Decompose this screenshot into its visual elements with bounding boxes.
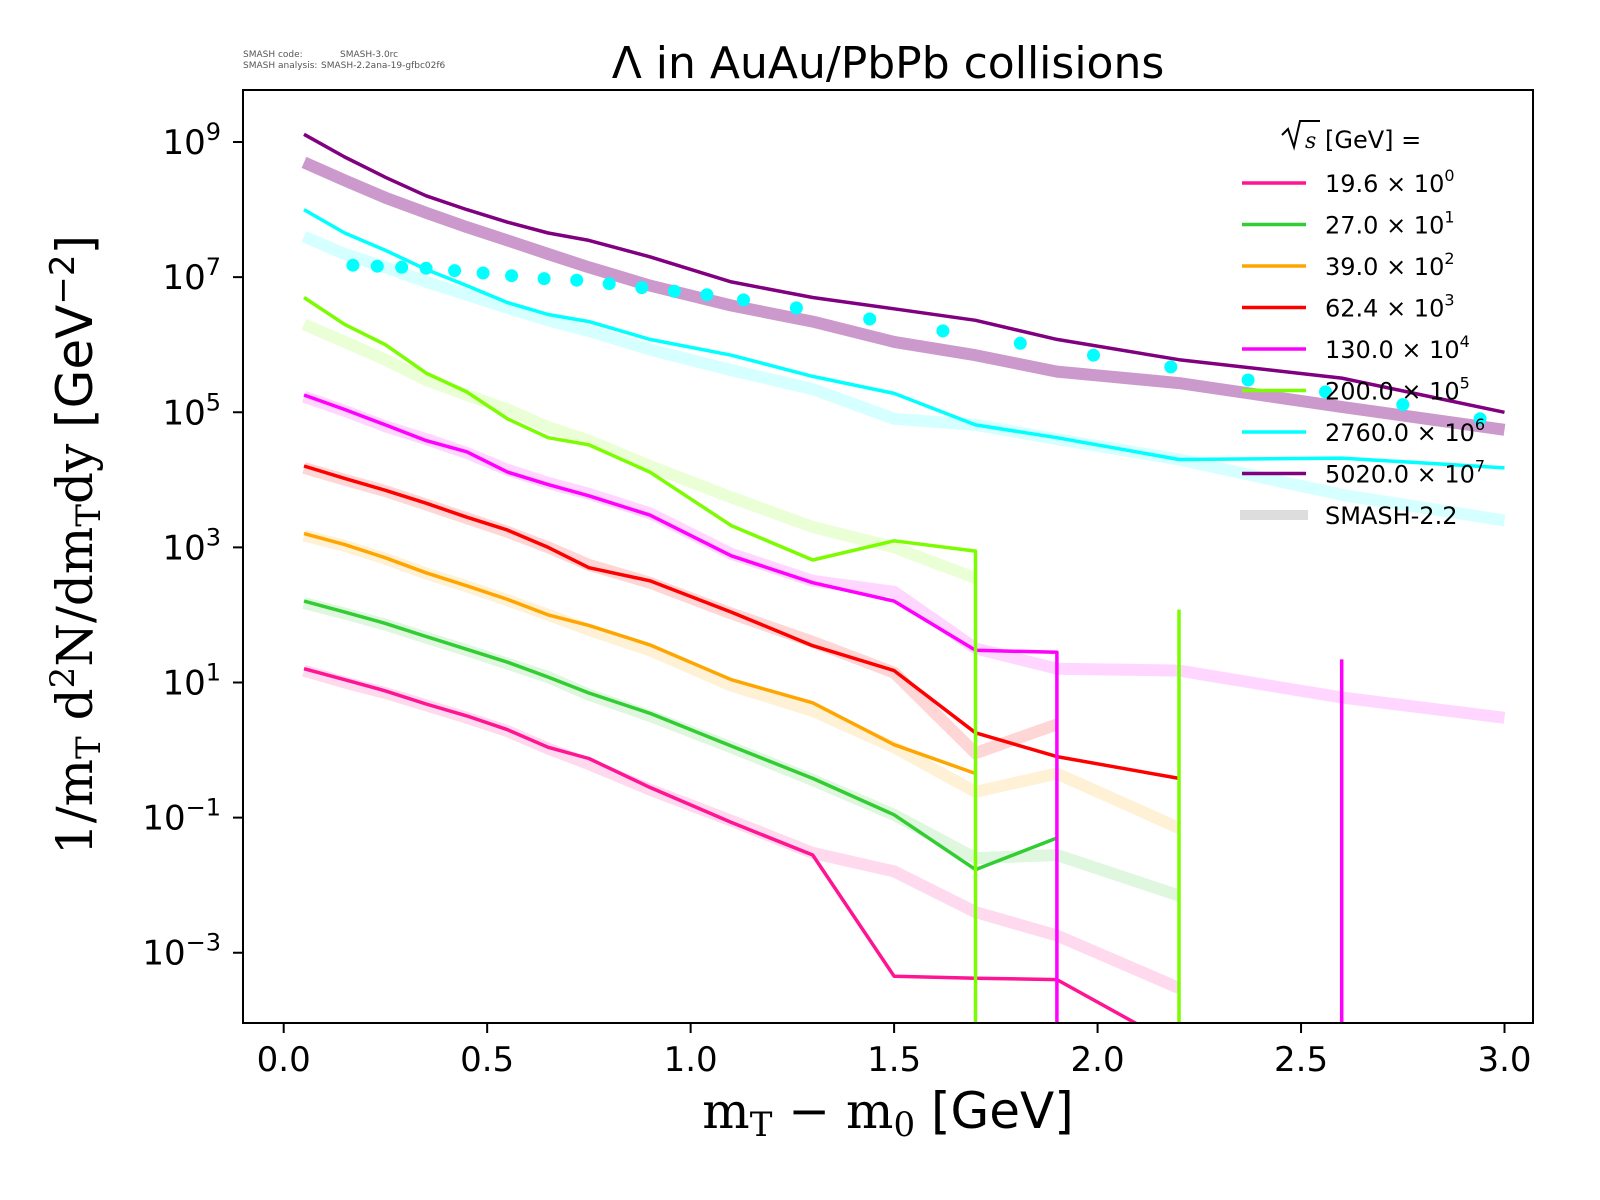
legend-title: s [GeV] = <box>1281 120 1421 154</box>
legend: s [GeV] = 19.6 × 100 27.0 × 101 39.0 × 102… <box>1240 120 1485 530</box>
data-point <box>448 264 462 278</box>
data-point <box>537 272 551 286</box>
data-point <box>1013 336 1027 350</box>
data-point <box>505 269 519 283</box>
data-point <box>737 293 750 307</box>
data-point <box>1164 360 1178 374</box>
legend-label: 2760.0 × 106 <box>1325 415 1485 447</box>
x-tick-label: 3.0 <box>1477 1040 1531 1080</box>
series-line-3 <box>303 464 1180 781</box>
legend-label: 5020.0 × 107 <box>1325 457 1485 489</box>
data-point <box>602 277 616 291</box>
legend-label: 62.4 × 103 <box>1325 291 1455 323</box>
data-point <box>700 288 714 302</box>
series-line-2 <box>303 531 977 776</box>
data-point <box>570 273 584 287</box>
y-tick-label: 109 <box>162 118 221 163</box>
legend-entry: 39.0 × 102 <box>1242 249 1455 281</box>
y-tick-label: 103 <box>162 523 221 568</box>
smash-code-value: SMASH-3.0rc <box>340 50 398 60</box>
data-point <box>370 259 384 273</box>
x-axis: 0.0 0.5 1.0 1.5 2.0 2.5 3.0 <box>257 1023 1532 1080</box>
y-tick-label: 10−3 <box>142 929 221 974</box>
y-tick-label: 101 <box>162 658 221 703</box>
legend-entry: 130.0 × 104 <box>1242 332 1470 364</box>
data-point <box>476 266 490 280</box>
x-tick-label: 2.0 <box>1071 1040 1125 1080</box>
legend-entry: 200.0 × 105 <box>1242 374 1470 406</box>
data-point <box>667 284 681 298</box>
data-point <box>1241 373 1255 387</box>
y-tick-label: 10−1 <box>142 794 221 839</box>
legend-entry: 27.0 × 101 <box>1242 208 1455 240</box>
x-tick-label: 1.0 <box>664 1040 718 1080</box>
legend-entry: 2760.0 × 106 <box>1242 415 1485 447</box>
series-line-0 <box>303 667 1139 1023</box>
data-point <box>1396 398 1410 412</box>
x-tick-label: 2.5 <box>1274 1040 1328 1080</box>
x-tick-label: 0.0 <box>257 1040 311 1080</box>
data-point <box>419 261 433 275</box>
svg-text:[GeV] =: [GeV] = <box>1325 126 1421 154</box>
smash-code-label: SMASH code: <box>243 50 303 60</box>
data-point <box>1319 385 1332 399</box>
smash-analysis-value: SMASH-2.2ana-19-gfbc02f6 <box>321 61 446 71</box>
data-point <box>936 324 950 338</box>
legend-entry: SMASH-2.2 <box>1240 502 1457 530</box>
data-point <box>863 312 877 326</box>
chart-title: Λ in AuAu/PbPb collisions <box>612 38 1165 89</box>
legend-label: 200.0 × 105 <box>1325 374 1470 406</box>
series-layer <box>301 132 1506 1023</box>
sqrt-icon <box>1281 120 1320 151</box>
y-axis-label: 1/mT d2N/dmTdy [GeV−2] <box>43 235 109 855</box>
legend-entry: 5020.0 × 107 <box>1242 457 1485 489</box>
legend-entry: 19.6 × 100 <box>1242 166 1455 198</box>
smash-analysis-label: SMASH analysis: <box>243 61 317 71</box>
series-line-5 <box>303 296 1181 1023</box>
reference-band-15 <box>301 156 1506 436</box>
y-axis: 109 107 105 103 101 10−1 10−3 <box>142 118 243 974</box>
data-point <box>1087 348 1100 362</box>
legend-label: 19.6 × 100 <box>1325 166 1455 198</box>
data-point <box>635 281 649 295</box>
x-tick-label: 1.5 <box>867 1040 921 1080</box>
series-line-4 <box>303 393 1344 1023</box>
legend-label: 39.0 × 102 <box>1325 249 1455 281</box>
series-line-6 <box>303 208 1505 470</box>
y-tick-label: 107 <box>162 253 221 298</box>
series-line-1 <box>303 599 1058 872</box>
legend-label: SMASH-2.2 <box>1325 502 1457 530</box>
legend-entry: 62.4 × 103 <box>1242 291 1455 323</box>
svg-text:s: s <box>1305 129 1316 154</box>
data-point <box>1473 412 1487 426</box>
axes-frame <box>242 89 1534 1024</box>
data-point <box>346 258 360 272</box>
data-point <box>395 260 409 274</box>
legend-label: 130.0 × 104 <box>1325 332 1470 364</box>
y-tick-label: 105 <box>162 388 221 433</box>
x-axis-label: mT − m0 [GeV] <box>702 1082 1073 1145</box>
reference-band-13 <box>301 318 978 584</box>
legend-label: 27.0 × 101 <box>1325 208 1455 240</box>
x-tick-label: 0.5 <box>460 1040 514 1080</box>
series-line-7 <box>303 132 1505 415</box>
data-point <box>789 301 803 315</box>
